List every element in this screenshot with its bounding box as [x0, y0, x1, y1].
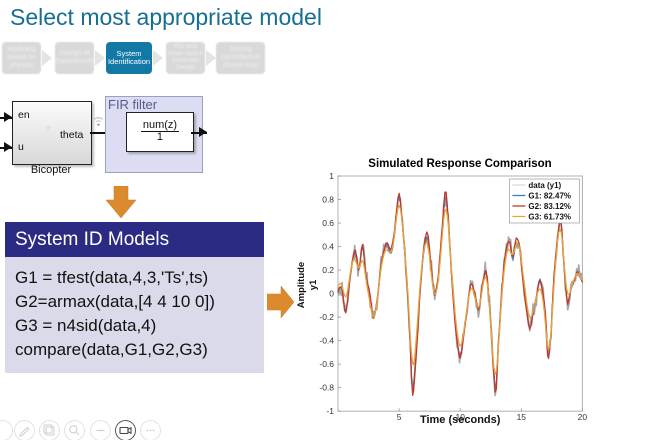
- svg-text:0.6: 0.6: [322, 218, 334, 228]
- svg-text:G2: 83.12%: G2: 83.12%: [528, 202, 571, 211]
- svg-text:-0.8: -0.8: [319, 383, 334, 393]
- svg-text:-0.4: -0.4: [319, 336, 334, 346]
- svg-text:G1: 82.47%: G1: 82.47%: [528, 191, 571, 200]
- svg-text:0: 0: [329, 289, 334, 299]
- svg-text:-0.6: -0.6: [319, 359, 334, 369]
- svg-text:-1: -1: [326, 406, 334, 416]
- svg-text:G3: 61.73%: G3: 61.73%: [528, 212, 571, 221]
- svg-text:-0.2: -0.2: [319, 312, 334, 322]
- svg-text:0.8: 0.8: [322, 195, 334, 205]
- svg-text:0.4: 0.4: [322, 242, 334, 252]
- svg-text:0.2: 0.2: [322, 265, 334, 275]
- svg-text:data (y1): data (y1): [528, 181, 561, 190]
- svg-text:1: 1: [329, 171, 334, 181]
